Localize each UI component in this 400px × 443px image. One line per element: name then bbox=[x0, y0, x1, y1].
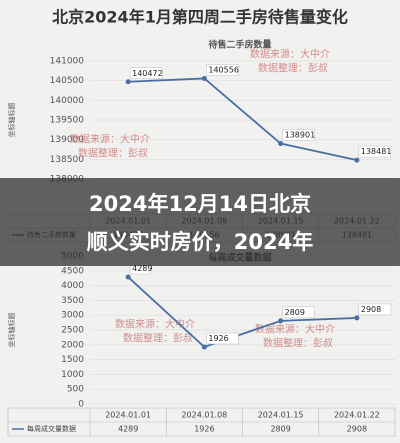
y-tick-label: 2500 bbox=[61, 326, 84, 336]
watermark: 数据来源：大中介 bbox=[255, 323, 335, 336]
y-tick-label: 3000 bbox=[61, 311, 84, 321]
y-tick-label: 4000 bbox=[61, 281, 84, 291]
y-axis-label: 坐标轴标题 bbox=[7, 103, 16, 138]
y-axis-label: 坐标轴标题 bbox=[7, 313, 16, 348]
data-point bbox=[278, 318, 284, 324]
table-value: 2809 bbox=[270, 425, 290, 434]
table-value: 4289 bbox=[118, 425, 138, 434]
table-value: 1926 bbox=[194, 425, 214, 434]
overlay-title: 顺义实时房价，2024年 bbox=[87, 230, 313, 254]
table-value: 2908 bbox=[347, 425, 367, 434]
data-label: 2809 bbox=[285, 308, 305, 317]
data-label-box bbox=[358, 303, 392, 316]
y-tick-label: 138500 bbox=[50, 155, 85, 165]
data-point bbox=[125, 274, 131, 280]
watermark: 数据来源：大中介 bbox=[70, 133, 150, 146]
data-point bbox=[201, 344, 207, 350]
data-label: 138901 bbox=[285, 131, 316, 140]
data-label-box bbox=[206, 64, 239, 76]
data-point bbox=[201, 75, 207, 81]
watermark: 数据整理：彭叔 bbox=[263, 337, 333, 350]
x-tick-label: 2024.01.22 bbox=[334, 411, 380, 420]
y-tick-label: 140000 bbox=[50, 96, 85, 106]
data-point bbox=[354, 315, 360, 321]
data-point bbox=[278, 141, 284, 147]
data-label-box bbox=[282, 129, 315, 141]
y-tick-label: 139000 bbox=[50, 135, 85, 145]
watermark: 数据来源：大中介 bbox=[250, 48, 330, 61]
overlay-band bbox=[0, 178, 400, 266]
y-tick-label: 141000 bbox=[50, 57, 85, 67]
data-point bbox=[354, 157, 360, 163]
data-label-box bbox=[129, 67, 163, 80]
y-tick-label: 2000 bbox=[61, 340, 84, 350]
watermark: 数据整理：彭叔 bbox=[78, 147, 148, 160]
data-label: 4289 bbox=[132, 264, 152, 273]
y-tick-label: 1000 bbox=[61, 370, 84, 380]
page-title: 北京2024年1月第四周二手房待售量变化 bbox=[52, 8, 348, 27]
x-tick-label: 2024.01.15 bbox=[258, 411, 304, 420]
x-tick-label: 2024.01.08 bbox=[181, 411, 227, 420]
data-label: 140472 bbox=[132, 69, 163, 78]
legend-label: 每周成交量数据 bbox=[27, 424, 76, 433]
data-label-box bbox=[206, 332, 239, 345]
y-tick-label: 0 bbox=[78, 400, 84, 410]
y-tick-label: 140500 bbox=[50, 76, 85, 86]
y-tick-label: 139500 bbox=[50, 116, 85, 126]
series-line bbox=[127, 276, 357, 349]
watermark: 数据整理：彭叔 bbox=[258, 62, 328, 75]
y-tick-label: 500 bbox=[67, 385, 84, 395]
data-label-box bbox=[282, 306, 315, 319]
y-tick-label: 3500 bbox=[61, 296, 84, 306]
y-tick-label: 1500 bbox=[61, 355, 84, 365]
y-tick-label: 4500 bbox=[61, 266, 84, 276]
data-label: 2908 bbox=[361, 305, 381, 314]
data-point bbox=[125, 79, 131, 85]
data-label-box bbox=[358, 145, 392, 158]
data-label: 1926 bbox=[208, 334, 228, 343]
watermark: 数据整理：彭叔 bbox=[123, 332, 193, 345]
data-label: 140556 bbox=[208, 65, 239, 74]
series-line bbox=[128, 77, 358, 161]
x-tick-label: 2024.01.01 bbox=[105, 411, 151, 420]
data-label: 138481 bbox=[361, 147, 392, 156]
overlay-title: 2024年12月14日北京 bbox=[89, 192, 311, 216]
chart-title: 待售二手房数量 bbox=[208, 39, 271, 51]
